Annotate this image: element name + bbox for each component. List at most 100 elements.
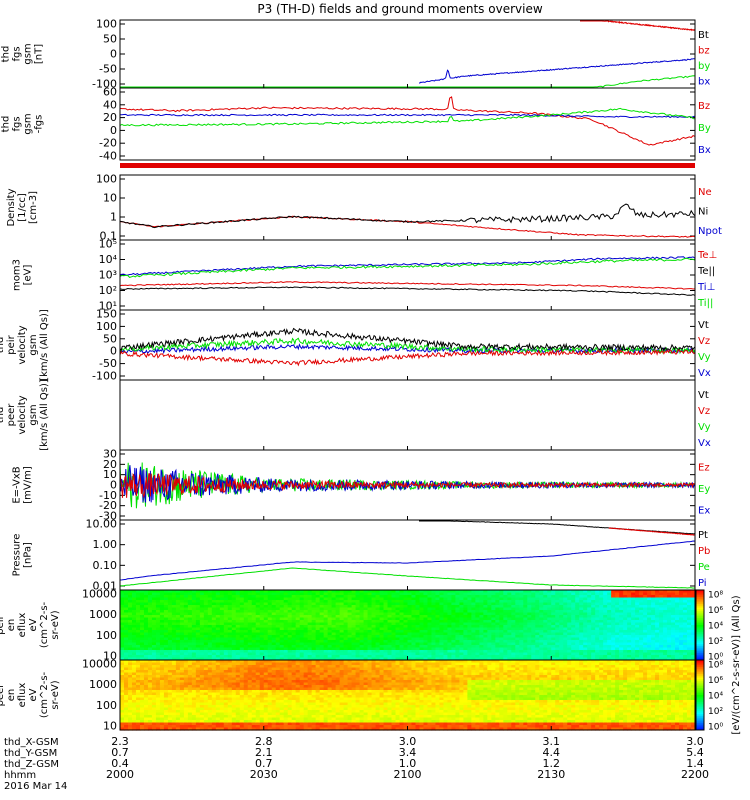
y-tick-label: 1	[110, 211, 117, 224]
series-Vt	[119, 327, 696, 352]
panel-ylabel: [1/cc]	[17, 193, 28, 222]
panel-peer-eflux: thdpeerenefluxeV(cm^2-s-sr-eV)1000010001…	[0, 658, 696, 733]
legend-Pb: Pb	[698, 546, 710, 557]
y-tick-label: 10⁴	[99, 253, 118, 266]
series-Pi	[119, 540, 696, 581]
y-tick-label: 50	[103, 33, 117, 46]
plot-title: P3 (TH-D) fields and ground moments over…	[257, 2, 542, 16]
colorbar-tick-label: 10²	[708, 637, 723, 647]
legend-Vy: Vy	[698, 422, 711, 433]
panel-ylabel: (cm^2-s-	[39, 671, 50, 718]
panel-frame	[119, 87, 696, 161]
legend-Ey: Ey	[698, 484, 710, 495]
y-tick-label: 10³	[99, 269, 117, 282]
y-tick-label: 10	[103, 468, 117, 481]
colorbar-label: [eV/(cm^2-s-sr-eV)] (All Qs)	[731, 595, 742, 734]
panel-ylabel: fgs	[12, 46, 23, 61]
legend-Bx: Bx	[698, 145, 711, 156]
x-tick-value: 1.0	[399, 757, 417, 770]
series-bx	[419, 58, 696, 84]
colorbar-tick-label: 10⁶	[708, 606, 723, 616]
panel-ylabel: [mV/m]	[23, 466, 34, 504]
series-Ez	[119, 472, 696, 499]
legend-Pi: Pi	[698, 578, 707, 589]
legend-Vz: Vz	[698, 406, 710, 417]
panel-temperature: mom3 [eV] 10⁵ 10⁴ 10³ 10² 10¹ Te⊥ Te|| Ti⊥ Ti||	[12, 238, 718, 313]
x-tick-value: 3.4	[399, 746, 417, 759]
legend-Npot: Npot	[698, 226, 722, 237]
panel-peir-eflux: thdpeirenefluxeV(cm^2-s-sr-eV)1000010001…	[0, 588, 696, 663]
y-tick-label: 10000	[82, 658, 117, 671]
panel-ylabel: gsm	[23, 113, 34, 134]
series-bz	[580, 19, 696, 32]
x-tick-value: 2030	[250, 768, 278, 781]
colorbar-tick-label: 10⁸	[708, 661, 723, 671]
y-tick-label: 10	[103, 650, 117, 663]
y-tick-label: -20	[99, 137, 117, 150]
y-tick-label: 0	[110, 345, 117, 358]
series-Ne	[119, 215, 696, 238]
y-tick-label: 10.00	[86, 518, 118, 531]
legend-Ti||: Ti||	[697, 298, 713, 309]
y-tick-label: 0.01	[93, 580, 118, 593]
x-tick-value: 2000	[106, 768, 134, 781]
spectrogram-peer-eflux	[120, 660, 696, 731]
series-Te-perp	[119, 281, 696, 290]
colorbar-tick-label: 10⁶	[708, 676, 723, 686]
panel-ylabel: [km/s (All Qs)]	[39, 309, 50, 381]
panel-ylabel: peer	[0, 683, 6, 707]
y-tick-label: 100	[96, 629, 117, 642]
y-tick-label: 20	[103, 458, 117, 471]
legend-By: By	[698, 123, 711, 134]
y-tick-label: -20	[99, 499, 117, 512]
date-label: 2016 Mar 14	[4, 781, 67, 792]
y-tick-label: 0.10	[93, 559, 118, 572]
legend-Vt: Vt	[698, 320, 709, 331]
panel-ylabel: peir	[0, 614, 6, 634]
series-Ni	[119, 203, 696, 229]
legend-Bz: Bz	[698, 101, 710, 112]
panel-ylabel: (cm^2-s-	[39, 601, 50, 648]
y-tick-label: -50	[99, 63, 117, 76]
panel-ylabel: velocity	[17, 325, 28, 364]
x-tick-value: 3.0	[399, 735, 417, 748]
panel-ylabel: [cm-3]	[28, 191, 39, 224]
panel-frame	[119, 239, 696, 311]
y-tick-label: 0.1	[100, 230, 118, 243]
y-tick-label: 30	[103, 448, 117, 461]
panel-ylabel: [nPa]	[23, 542, 34, 568]
x-row-label: thd_X-GSM	[4, 737, 59, 748]
panel-ylabel: Density	[6, 188, 17, 226]
y-tick-label: 10⁵	[99, 238, 117, 251]
colorbar-tick-label: 10²	[708, 707, 723, 717]
series-Bz	[119, 96, 696, 146]
panel-ylabel: thd	[1, 116, 12, 133]
legend-Vt: Vt	[698, 390, 709, 401]
x-tick-value: 2.1	[255, 746, 273, 759]
legend-Pt: Pt	[698, 530, 708, 541]
legend-by: by	[698, 61, 710, 72]
colorbar-tick-label: 10⁸	[708, 591, 723, 601]
legend-Pe: Pe	[698, 562, 710, 573]
panel-ylabel: peer	[6, 403, 17, 427]
panel-ylabel: sr-eV)	[50, 610, 61, 639]
legend-Te⊥: Te⊥	[697, 250, 717, 261]
panel-ylabel: Pressure	[12, 534, 23, 577]
series-Pb	[608, 527, 696, 536]
panel-ylabel: en	[6, 619, 17, 632]
colorbar-tick-label: 10⁴	[708, 692, 723, 702]
series-Ti-perp	[119, 256, 696, 276]
series-Pe	[119, 567, 696, 589]
panel-ylabel: [km/s (All Qs)]	[39, 379, 50, 451]
panel-ylabel: E=-VxB	[12, 466, 23, 503]
x-row-label: thd_Z-GSM	[4, 759, 59, 770]
panel-ylabel: -fgs	[34, 115, 45, 134]
panel-ylabel: thd	[0, 407, 6, 424]
panel-ylabel: [eV]	[23, 265, 34, 286]
y-tick-label: 10	[103, 192, 117, 205]
legend-Bt: Bt	[698, 30, 709, 41]
